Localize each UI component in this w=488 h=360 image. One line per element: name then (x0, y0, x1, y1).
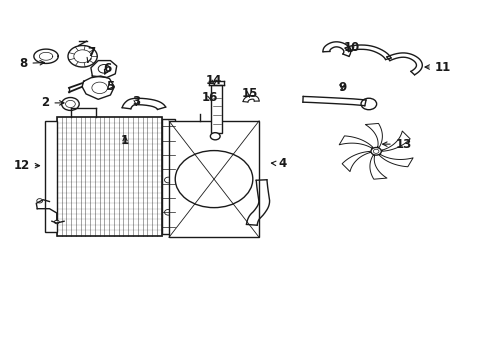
Text: 14: 14 (205, 74, 222, 87)
Text: 11: 11 (424, 60, 450, 73)
Circle shape (164, 210, 172, 215)
Circle shape (92, 82, 107, 94)
Circle shape (98, 64, 110, 73)
Text: 9: 9 (337, 81, 346, 94)
Circle shape (61, 98, 79, 111)
Text: 15: 15 (241, 87, 257, 100)
Text: 6: 6 (102, 62, 111, 75)
Text: 4: 4 (271, 157, 286, 170)
Circle shape (65, 100, 75, 108)
Circle shape (373, 149, 378, 153)
Circle shape (164, 177, 172, 183)
Circle shape (210, 133, 220, 140)
Text: 13: 13 (382, 138, 411, 150)
Text: 2: 2 (41, 96, 64, 109)
Circle shape (360, 98, 376, 110)
Circle shape (74, 50, 91, 63)
Bar (168, 121, 259, 237)
Bar (44, 121, 57, 232)
Text: 8: 8 (19, 57, 44, 70)
Circle shape (37, 199, 42, 203)
Polygon shape (91, 60, 117, 77)
Text: 5: 5 (106, 80, 114, 93)
Bar (211, 85, 222, 134)
Circle shape (175, 150, 252, 208)
Circle shape (54, 220, 59, 224)
Text: 16: 16 (202, 91, 218, 104)
Text: 1: 1 (121, 134, 129, 147)
Text: 12: 12 (14, 159, 40, 172)
Bar (161, 119, 175, 234)
Text: 7: 7 (87, 46, 95, 62)
Circle shape (68, 45, 97, 67)
Circle shape (370, 148, 381, 155)
Bar (57, 117, 161, 235)
Text: 10: 10 (343, 41, 359, 54)
Text: 3: 3 (132, 95, 140, 108)
